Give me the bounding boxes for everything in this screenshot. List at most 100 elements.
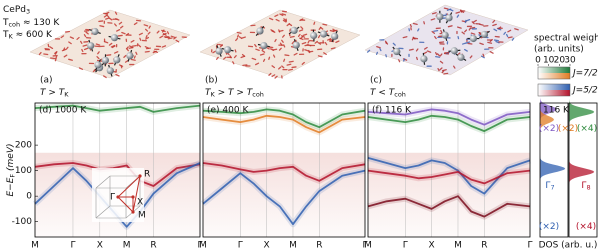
subscript: 3: [26, 8, 30, 16]
x-tick-label: X: [429, 241, 435, 250]
x-tick-label: M: [199, 241, 207, 250]
spin-texture: [307, 40, 310, 44]
spin-texture: [81, 48, 84, 53]
x-tick-label: X: [97, 241, 103, 250]
spin-texture: [514, 28, 519, 31]
spin-texture: [398, 59, 401, 63]
spin-texture: [288, 60, 294, 63]
spin-texture: [411, 37, 414, 41]
x-tick-label: M: [31, 241, 39, 250]
spin-texture: [323, 52, 327, 56]
x-axis-label: DOS (arb. u.): [539, 241, 598, 250]
spin-texture: [161, 29, 165, 33]
spin-texture: [415, 48, 419, 52]
text-part: T: [205, 88, 212, 98]
spin-texture: [297, 33, 301, 38]
panel-label: (b): [205, 76, 218, 86]
spin-texture: [461, 31, 465, 35]
spin-texture: [144, 50, 150, 53]
spin-texture: [385, 41, 389, 45]
spin-texture: [138, 32, 143, 36]
spin-texture: [272, 48, 278, 51]
spin-texture: [434, 35, 437, 40]
spin-texture: [97, 51, 100, 55]
spin-texture: [234, 49, 237, 53]
temperature-condition: T > TK: [40, 88, 69, 99]
spin-texture: [493, 28, 498, 32]
spin-texture: [103, 12, 109, 15]
text-part: (×2): [539, 222, 559, 232]
ce-ion: [101, 56, 109, 64]
spin-texture: [306, 44, 312, 47]
ce-ion: [480, 30, 489, 39]
text-part: E−E: [6, 177, 16, 196]
plot-frame: [202, 102, 366, 238]
spin-texture: [465, 41, 471, 44]
band: [367, 114, 531, 132]
bz-path: [117, 196, 134, 213]
spin-texture: [301, 61, 305, 65]
spin-texture: [376, 45, 381, 49]
ce-ion: [256, 27, 264, 35]
spin-texture: [274, 38, 277, 43]
spin-texture: [118, 64, 124, 67]
spin-texture: [507, 29, 512, 33]
spin-texture: [314, 40, 318, 44]
spin-texture: [447, 25, 453, 28]
colorbar-tick-label: 30: [564, 56, 576, 66]
spin-texture: [317, 41, 322, 45]
spin-texture: [330, 47, 336, 50]
spin-texture: [259, 53, 265, 56]
x-tick-label: Γ: [527, 241, 532, 250]
spin-texture: [293, 52, 298, 56]
colorbar-frame: [537, 66, 571, 80]
spin-texture: [161, 45, 167, 48]
bz-label: X: [137, 198, 143, 208]
spin-texture: [115, 18, 120, 21]
panel-title: (d) 1000 K: [39, 106, 87, 116]
spin-texture: [430, 18, 436, 21]
spin-texture: [437, 67, 440, 72]
plot-frame: [34, 102, 201, 238]
spin-texture: [402, 36, 408, 39]
spin-texture: [54, 58, 57, 62]
spin-texture: [128, 45, 133, 49]
spin-texture: [301, 42, 307, 45]
inset-background: [92, 168, 144, 222]
spin-texture: [65, 46, 69, 50]
spin-texture: [385, 54, 387, 58]
spin-texture: [464, 29, 468, 33]
spin-texture: [118, 21, 123, 25]
temperature-scale: Tcoh ≈ 130 K: [2, 18, 60, 29]
spin-texture: [435, 51, 438, 56]
spin-texture: [145, 36, 150, 40]
temperature-scale: TK ≈ 600 K: [2, 30, 53, 41]
spin-texture: [302, 33, 308, 37]
spin-texture: [68, 58, 73, 61]
spin-texture: [145, 34, 148, 39]
colorbar-tick-label: 0: [535, 56, 541, 66]
spin-texture: [105, 17, 110, 20]
spin-texture: [409, 24, 412, 28]
spin-texture: [124, 59, 129, 63]
spin-texture: [119, 25, 124, 29]
ce-ion: [469, 34, 477, 43]
spin-texture: [135, 51, 138, 55]
spin-texture: [99, 25, 105, 28]
spin-texture: [460, 9, 463, 13]
spin-texture: [480, 55, 485, 59]
colorbar-tick-label: 20: [554, 56, 566, 66]
subscript: F: [9, 174, 17, 178]
dos-peak: [569, 156, 595, 188]
spin-texture: [232, 61, 235, 65]
spin-texture: [235, 37, 239, 42]
spin-texture: [83, 47, 89, 51]
text-part: (×2): [558, 124, 578, 134]
ce-ion: [331, 32, 339, 40]
spin-texture: [106, 14, 110, 18]
spin-texture: [114, 11, 118, 15]
x-tick-label: M: [289, 241, 297, 250]
spin-texture: [318, 26, 322, 30]
spin-texture: [489, 38, 493, 43]
spin-texture: [69, 36, 74, 40]
